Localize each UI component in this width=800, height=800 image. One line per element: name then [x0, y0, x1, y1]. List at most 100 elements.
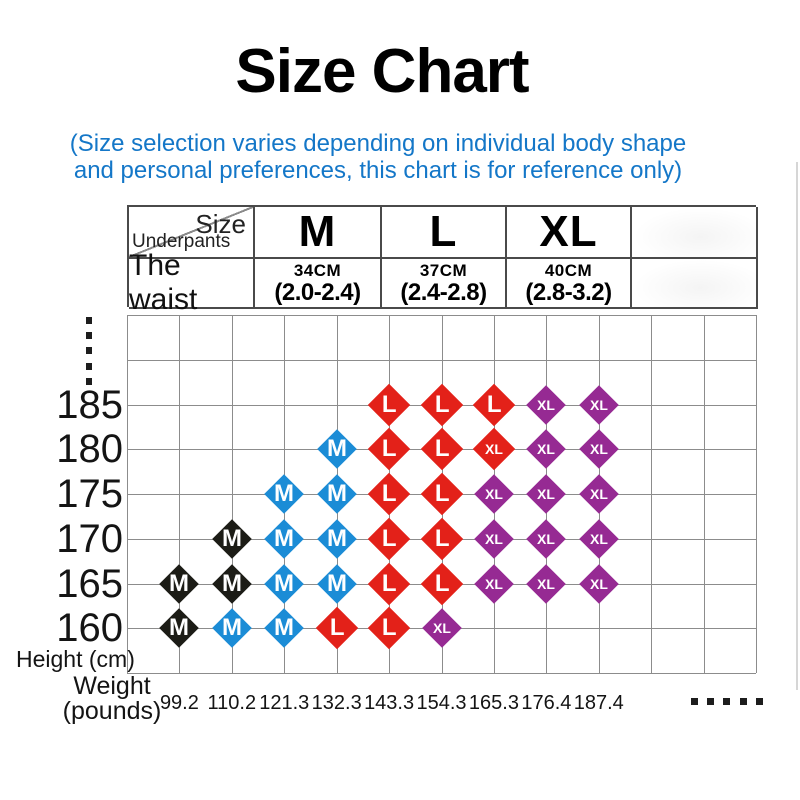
- size-marker-m-blue: M: [264, 518, 305, 559]
- size-marker-m-blue: M: [316, 474, 357, 514]
- image-edge-artifact: [796, 162, 798, 690]
- marker-size-label: L: [434, 479, 449, 507]
- size-marker-m-blue: M: [264, 563, 305, 604]
- x-axis-ellipsis-dot: [691, 698, 698, 705]
- y-tick-label: 185: [56, 382, 123, 427]
- subtitle-line-1: (Size selection varies depending on indi…: [69, 130, 687, 157]
- marker-size-label: XL: [432, 620, 451, 637]
- marker-size-label: M: [326, 435, 347, 463]
- size-header-m: M: [255, 207, 382, 259]
- size-marker-l-red: L: [367, 607, 411, 650]
- table-corner-cell: Size Underpants: [129, 207, 255, 259]
- page-title: Size Chart: [235, 37, 529, 106]
- waist-value-empty: [632, 259, 758, 309]
- y-tick-label: 180: [56, 427, 123, 472]
- size-marker-l-red: L: [420, 428, 463, 471]
- x-axis-label-line-1: Weight: [73, 672, 151, 700]
- x-tick-label: 132.3: [311, 692, 362, 714]
- y-tick-label: 160: [56, 606, 123, 651]
- marker-size-label: XL: [589, 485, 608, 502]
- marker-size-label: M: [274, 524, 295, 552]
- size-marker-xl-purple: XL: [421, 608, 462, 649]
- corner-label-size: Size: [195, 209, 246, 239]
- y-tick-label: 165: [56, 561, 123, 606]
- size-marker-m-blue: M: [212, 608, 252, 649]
- marker-size-label: XL: [537, 441, 556, 458]
- marker-size-label: M: [221, 524, 242, 552]
- size-marker-l-red: L: [367, 472, 411, 516]
- size-marker-xl-purple: XL: [526, 429, 567, 470]
- marker-size-label: XL: [589, 441, 608, 458]
- x-axis-ellipsis-dot: [707, 698, 715, 705]
- marker-size-label: XL: [484, 575, 503, 592]
- size-marker-xl-purple: XL: [578, 384, 619, 425]
- marker-size-label: XL: [484, 441, 503, 458]
- marker-size-label: XL: [537, 396, 556, 413]
- marker-size-label: XL: [537, 575, 556, 592]
- y-axis-ellipsis-dot: [86, 347, 92, 355]
- waist-value-xl: 40CM (2.8-3.2): [507, 259, 632, 309]
- y-axis-ellipsis-dot: [86, 332, 92, 340]
- marker-size-label: L: [381, 524, 397, 552]
- subtitle: (Size selection varies depending on indi…: [0, 130, 756, 184]
- size-marker-m-blue: M: [264, 608, 305, 649]
- size-header-empty: [632, 207, 758, 259]
- x-axis-label-line-2: (pounds): [62, 697, 162, 725]
- grid-line-vertical: [756, 315, 758, 673]
- x-axis-label: Weight (pounds): [58, 674, 166, 724]
- size-marker-xl-purple: XL: [526, 474, 567, 514]
- size-marker-l-red: L: [420, 517, 463, 560]
- waist-value-m: 34CM (2.0-2.4): [255, 259, 382, 309]
- size-marker-m-black: M: [212, 518, 252, 559]
- marker-size-label: L: [434, 435, 449, 463]
- size-marker-xl-purple: XL: [578, 474, 619, 514]
- size-marker-xl-purple: XL: [578, 429, 619, 470]
- marker-size-label: M: [221, 614, 242, 642]
- marker-size-label: L: [434, 569, 449, 597]
- size-marker-xl-purple: XL: [526, 384, 567, 425]
- waist-value-l: 37CM (2.4-2.8): [382, 259, 507, 309]
- size-marker-l-red: L: [367, 562, 411, 605]
- size-marker-xl-purple: XL: [474, 474, 514, 514]
- marker-size-label: M: [326, 524, 347, 552]
- marker-size-label: XL: [484, 530, 503, 547]
- x-tick-label: 176.4: [521, 692, 572, 714]
- marker-size-label: M: [169, 614, 190, 642]
- marker-size-label: L: [434, 390, 449, 418]
- size-marker-m-blue: M: [316, 518, 357, 559]
- marker-size-label: L: [381, 390, 397, 418]
- size-marker-l-red: L: [472, 383, 516, 426]
- marker-size-label: XL: [537, 530, 556, 547]
- size-marker-l-red: L: [315, 607, 358, 650]
- size-marker-m-blue: M: [264, 474, 305, 514]
- marker-size-label: L: [329, 614, 345, 642]
- y-axis-ellipsis-dot: [86, 377, 92, 385]
- x-tick-label: 165.3: [468, 692, 519, 714]
- marker-size-label: XL: [537, 485, 556, 502]
- size-marker-l-red: L: [420, 383, 463, 426]
- y-axis-label: Height (cm): [16, 646, 135, 672]
- size-marker-m-black: M: [212, 563, 252, 604]
- x-tick-label: 110.2: [207, 692, 257, 714]
- x-tick-label: 99.2: [159, 692, 199, 714]
- size-marker-xl-purple: XL: [526, 563, 567, 604]
- size-marker-m-blue: M: [316, 429, 357, 470]
- size-marker-m-black: M: [159, 608, 200, 649]
- x-tick-label: 154.3: [416, 692, 467, 714]
- size-marker-m-blue: M: [316, 563, 357, 604]
- grid-line-horizontal: [127, 359, 757, 361]
- x-axis-ellipsis-dot: [755, 698, 763, 705]
- waist-row-label-cell: The waist: [129, 249, 255, 316]
- size-marker-l-red: L: [420, 562, 463, 605]
- marker-size-label: L: [381, 479, 397, 507]
- marker-size-label: M: [326, 480, 347, 507]
- size-header-xl: XL: [507, 207, 632, 259]
- marker-size-label: M: [326, 569, 347, 597]
- y-tick-label: 175: [56, 472, 123, 516]
- size-marker-xl-purple: XL: [578, 563, 619, 604]
- marker-size-label: M: [169, 569, 190, 597]
- size-marker-xl-purple: XL: [474, 518, 514, 559]
- size-marker-l-red: L: [367, 428, 411, 471]
- size-table: Size Underpants M L XL The waist 34CM (2…: [127, 205, 758, 316]
